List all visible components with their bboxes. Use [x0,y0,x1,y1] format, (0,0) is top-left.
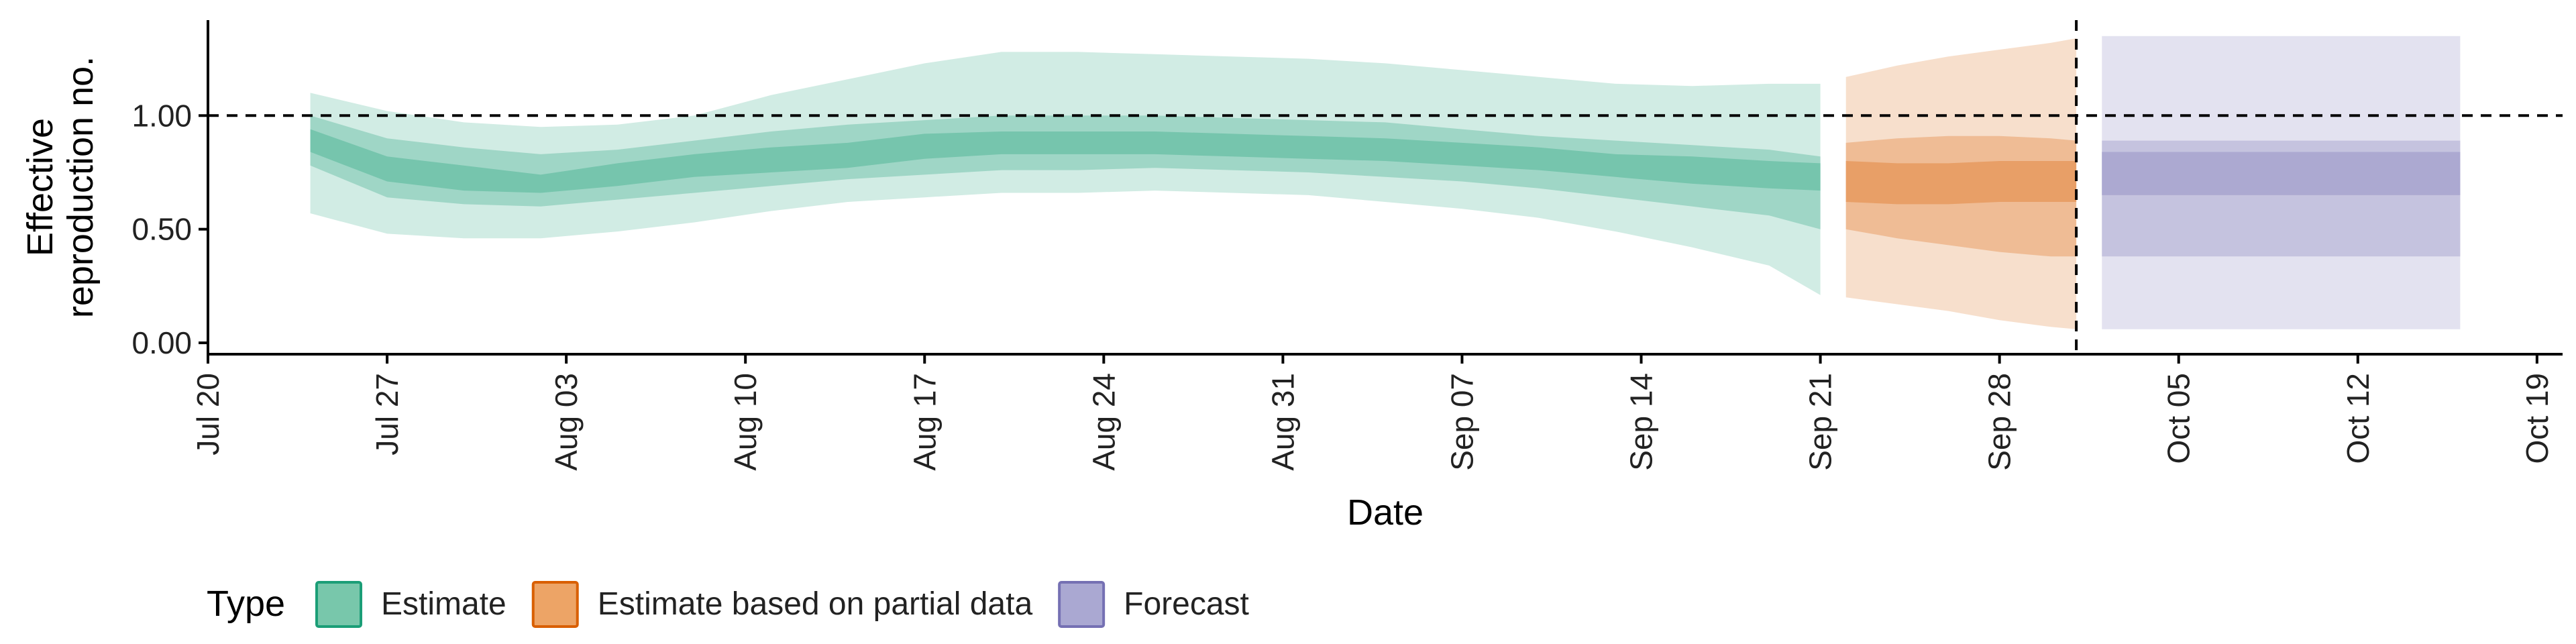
x-tick-label: Aug 03 [549,373,584,471]
x-tick-label: Sep 14 [1624,373,1659,471]
y-tick-label: 0.50 [131,212,192,247]
y-tick-label: 1.00 [131,98,192,133]
legend-key-estimate-based-on-partial-data [531,581,579,628]
x-tick-label: Aug 31 [1265,373,1300,471]
legend: Type Estimate Estimate based on partial d… [207,581,1249,628]
axes [207,20,2563,356]
band-outer-estimate [310,52,1821,295]
credible-interval-bands [310,36,2461,329]
legend-label-forecast: Forecast [1124,586,1249,622]
y-axis-title-line: Effective [20,118,60,256]
legend-key-forecast [1058,581,1106,628]
x-tick-label: Jul 20 [191,373,225,455]
x-tick-label: Jul 27 [370,373,405,455]
legend-items: Estimate Estimate based on partial data Fo… [315,581,1249,628]
series-forecast [2102,36,2461,329]
x-tick-label: Aug 24 [1086,373,1121,471]
x-tick-label: Oct 05 [2161,373,2196,464]
x-tick-label: Sep 07 [1444,373,1479,471]
x-tick-label: Sep 21 [1803,373,1838,471]
legend-key-estimate [315,581,362,628]
legend-label-estimate: Estimate [381,586,506,622]
y-axis-title-line: reproduction no. [60,56,101,318]
series-estimate-based-on-partial-data [1845,38,2077,329]
band-inner-forecast [2102,152,2461,195]
x-tick-label: Oct 12 [2341,373,2375,464]
x-tick-label: Sep 28 [1982,373,2017,471]
x-axis-ticks: Jul 20 Jul 27 Aug 03 Aug 10 Aug 17 Aug 24 Aug … [191,354,2555,471]
series-estimate [310,52,1821,295]
y-axis-ticks: 0.00 0.50 1.00 [131,98,208,360]
x-axis-title: Date [1347,492,1424,533]
y-tick-label: 0.00 [131,325,192,360]
reference-lines [208,20,2563,354]
x-tick-label: Aug 10 [728,373,763,471]
band-inner-estimate-based-on-partial-data [1845,161,2077,205]
x-tick-label: Oct 19 [2520,373,2555,464]
legend-label-estimate-based-on-partial-data: Estimate based on partial data [598,586,1033,622]
x-tick-label: Aug 17 [907,373,942,471]
y-axis-title: Effectivereproduction no. [20,56,101,318]
legend-title: Type [207,584,285,624]
band-inner-estimate [310,129,1821,193]
